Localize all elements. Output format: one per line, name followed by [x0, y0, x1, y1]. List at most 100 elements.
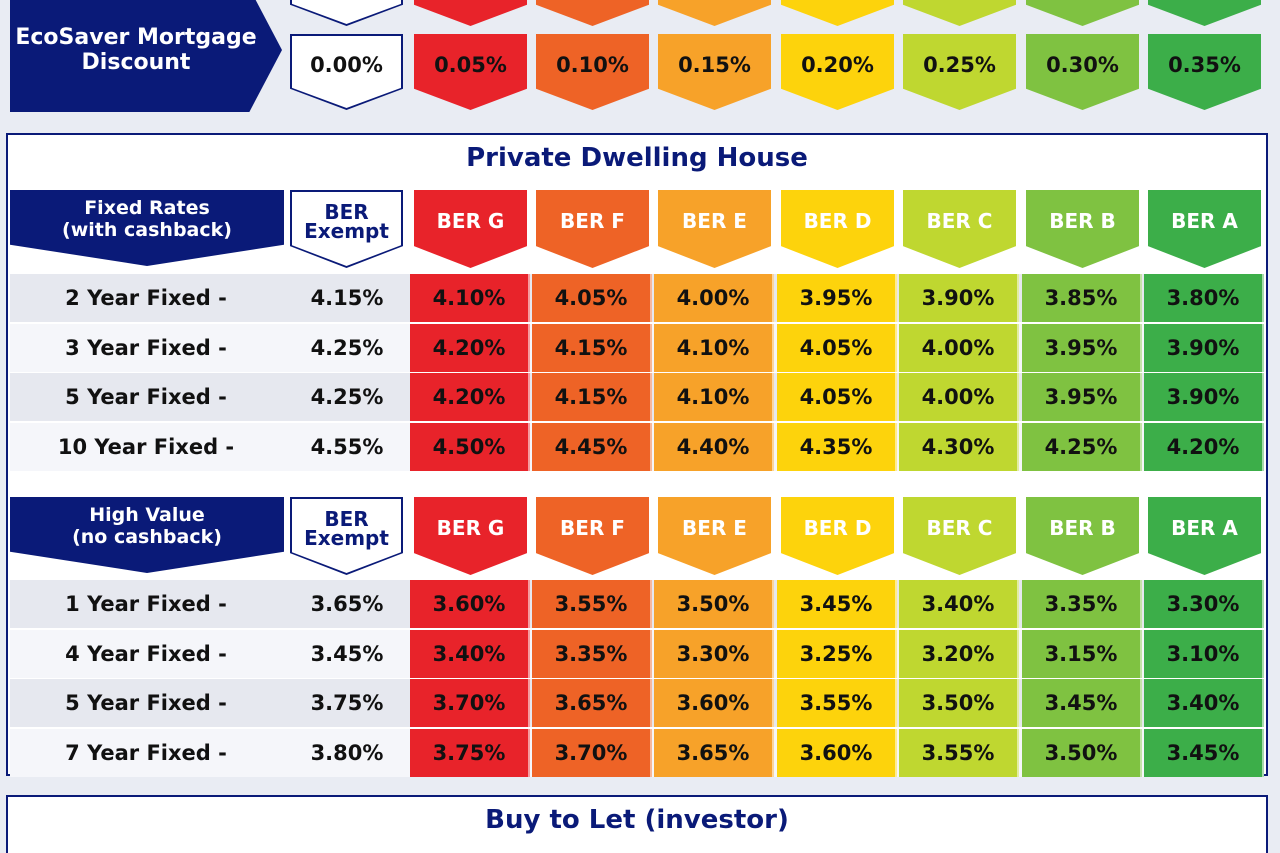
- rate-cell-ber-f: 4.15%: [532, 323, 652, 372]
- rate-term-label: 10 Year Fixed -: [57, 434, 235, 459]
- rate-row: 5 Year Fixed -3.75% 3.70% 3.65% 3.60% 3.55% 3…: [10, 679, 1264, 727]
- rate-cell-ber-d: 3.95%: [777, 274, 897, 322]
- ber-rating-label: BER D: [803, 516, 872, 540]
- rate-cell-ber-f: 4.05%: [532, 274, 652, 322]
- rate-cell-ber-e: 4.40%: [654, 422, 774, 471]
- ecosaver-discount-exempt-top-inner: [292, 0, 401, 24]
- rate-cell-ber-e: 4.10%: [654, 323, 774, 372]
- ecosaver-discount-value: 0.35%: [1168, 53, 1241, 77]
- ber-rating-label: BER G: [436, 516, 505, 540]
- rate-ber-exempt: 3.65%: [310, 592, 384, 616]
- rate-cell-ber-c: 4.00%: [899, 373, 1019, 421]
- high-value-header-line1: High Value: [89, 504, 205, 527]
- rate-cell-ber-c: 4.30%: [899, 422, 1019, 471]
- rate-cell-ber-e: 3.30%: [654, 629, 774, 678]
- rate-term-label: 4 Year Fixed -: [65, 641, 227, 666]
- rate-cell-ber-a: 3.80%: [1144, 274, 1264, 322]
- rate-term-label: 1 Year Fixed -: [65, 592, 227, 616]
- fixed-rates-header-line1: Fixed Rates: [84, 197, 210, 220]
- ecosaver-discount-value: 0.05%: [434, 53, 507, 77]
- rate-cell-ber-g: 3.75%: [410, 728, 530, 777]
- rate-cell-ber-c: 3.90%: [899, 274, 1019, 322]
- rate-cell-ber-f: 4.15%: [532, 373, 652, 421]
- ecosaver-discount-top-chevron: [903, 0, 1016, 26]
- ber-rating-label: BER A: [1171, 516, 1238, 540]
- ecosaver-discount-top-chevron: [781, 0, 894, 26]
- rate-cell-ber-b: 3.95%: [1022, 323, 1142, 372]
- rate-cell-ber-b: 3.45%: [1022, 679, 1142, 727]
- private-dwelling-title: Private Dwelling House: [466, 143, 808, 173]
- ber-exempt-line1: BER: [324, 507, 369, 531]
- rate-cell-ber-f: 3.70%: [532, 728, 652, 777]
- ecosaver-discount-top-chevron: [658, 0, 771, 26]
- rate-cell-ber-a: 3.30%: [1144, 580, 1264, 628]
- ber-exempt-line1: BER: [324, 200, 369, 224]
- ber-rating-label: BER C: [926, 209, 993, 233]
- ecosaver-discount-chevron: 0.10%: [536, 34, 649, 110]
- ber-rating-label: BER D: [803, 209, 872, 233]
- rate-row: 2 Year Fixed -4.15% 4.10% 4.05% 4.00% 3.95% 3…: [10, 274, 1264, 322]
- rate-cell-ber-g: 4.10%: [410, 274, 530, 322]
- rate-cell-ber-f: 3.65%: [532, 679, 652, 727]
- rate-term-label: 7 Year Fixed -: [65, 740, 227, 765]
- ecosaver-discount-chevron: 0.15%: [658, 34, 771, 110]
- rate-row: 3 Year Fixed - 4.25% 4.20% 4.15% 4.10% 4.05% 4…: [10, 323, 1264, 372]
- ecosaver-discount-value: 0.15%: [678, 53, 751, 77]
- ecosaver-discount-chevron: 0.35%: [1148, 34, 1261, 110]
- rate-cell-ber-e: 3.50%: [654, 580, 774, 628]
- ecosaver-discount-banner: EcoSaver Mortgage Discount: [10, 0, 282, 112]
- rate-cell-ber-e: 4.10%: [654, 373, 774, 421]
- rate-cell-ber-d: 4.05%: [777, 323, 897, 372]
- rate-row: 4 Year Fixed -3.45% 3.40% 3.35% 3.30% 3.25% 3…: [10, 629, 1264, 678]
- ecosaver-discount-exempt-inner: 0.00%: [292, 36, 401, 108]
- rate-cell-ber-e: 3.65%: [654, 728, 774, 777]
- rate-cell-ber-a: 3.90%: [1144, 373, 1264, 421]
- fixed-rates-header-line2: (with cashback): [62, 219, 232, 241]
- rate-cell-ber-d: 3.25%: [777, 629, 897, 678]
- ber-rating-label: BER E: [682, 516, 747, 540]
- rate-cell-ber-g: 3.60%: [410, 580, 530, 628]
- rate-cell-ber-g: 4.20%: [410, 323, 530, 372]
- rate-cell-ber-a: 4.20%: [1144, 422, 1264, 471]
- buy-to-let-panel: Buy to Let (investor): [6, 795, 1268, 853]
- rate-term-label: 3 Year Fixed -: [65, 335, 227, 360]
- rate-cell-ber-b: 3.35%: [1022, 580, 1142, 628]
- rate-cell-ber-a: 3.10%: [1144, 629, 1264, 678]
- ecosaver-discount-chevron: 0.20%: [781, 34, 894, 110]
- ber-rating-label: BER F: [560, 516, 625, 540]
- rate-row: 5 Year Fixed - 4.25% 4.20% 4.15% 4.10% 4.05% 4…: [10, 373, 1264, 421]
- rate-row: 1 Year Fixed -3.65% 3.60% 3.55% 3.50% 3.45% 3…: [10, 580, 1264, 628]
- rate-cell-ber-f: 4.45%: [532, 422, 652, 471]
- rate-cell-ber-c: 3.40%: [899, 580, 1019, 628]
- ecosaver-discount-chevron: 0.30%: [1026, 34, 1139, 110]
- ecosaver-discount-chevron: 0.05%: [414, 34, 527, 110]
- ber-rating-label: BER A: [1171, 209, 1238, 233]
- rate-cell-ber-c: 4.00%: [899, 323, 1019, 372]
- ber-rating-label: BER E: [682, 209, 747, 233]
- rate-cell-ber-g: 4.50%: [410, 422, 530, 471]
- rate-cell-ber-e: 4.00%: [654, 274, 774, 322]
- rate-cell-ber-d: 3.55%: [777, 679, 897, 727]
- ecosaver-discount-top-chevron: [536, 0, 649, 26]
- rate-cell-ber-c: 3.20%: [899, 629, 1019, 678]
- rate-cell-ber-e: 3.60%: [654, 679, 774, 727]
- ecosaver-discount-value: 0.30%: [1046, 53, 1119, 77]
- rate-cell-ber-d: 4.05%: [777, 373, 897, 421]
- ber-rating-label: BER B: [1049, 516, 1116, 540]
- ecosaver-discount-value: 0.20%: [801, 53, 874, 77]
- rate-cell-ber-g: 3.70%: [410, 679, 530, 727]
- rate-ber-exempt: 4.25%: [310, 385, 384, 409]
- rate-cell-ber-a: 3.45%: [1144, 728, 1264, 777]
- ber-rating-label: BER C: [926, 516, 993, 540]
- rate-cell-ber-b: 3.95%: [1022, 373, 1142, 421]
- rate-cell-ber-f: 3.35%: [532, 629, 652, 678]
- ecosaver-discount-top-chevron: [1148, 0, 1261, 26]
- rate-cell-ber-b: 4.25%: [1022, 422, 1142, 471]
- ecosaver-discount-exempt-top: [290, 0, 403, 26]
- rate-ber-exempt: 4.55%: [310, 434, 384, 459]
- ecosaver-discount-chevron: 0.25%: [903, 34, 1016, 110]
- rate-cell-ber-f: 3.55%: [532, 580, 652, 628]
- buy-to-let-title: Buy to Let (investor): [485, 805, 789, 835]
- ber-rating-label: BER B: [1049, 209, 1116, 233]
- rate-cell-ber-b: 3.85%: [1022, 274, 1142, 322]
